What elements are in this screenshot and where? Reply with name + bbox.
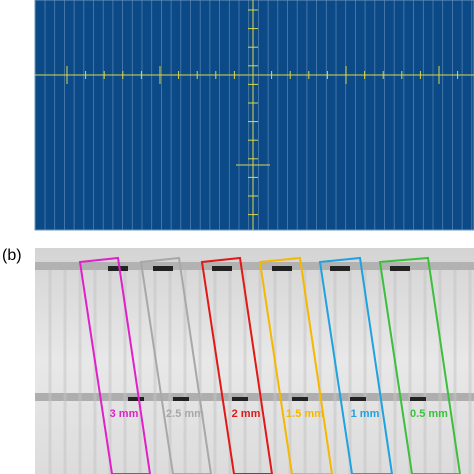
strip-outline — [139, 256, 213, 474]
mark — [330, 266, 350, 271]
mark — [153, 266, 173, 271]
dark-band — [35, 393, 474, 401]
dark-band — [35, 262, 474, 270]
strip-outline — [78, 256, 152, 474]
strip-outline — [378, 256, 462, 474]
mark — [390, 266, 410, 271]
strip-outline — [200, 256, 274, 474]
mark — [410, 397, 426, 401]
panel-label: (b) — [2, 247, 22, 264]
strip-outline — [318, 256, 394, 474]
strip-label: 2.5 mm — [166, 408, 204, 420]
panel-a-background — [34, 0, 474, 231]
panel-b: 3 mm 2.5 mm 2 mm 1.5 mm 1 mm 0.5 mm — [35, 248, 474, 474]
mark — [232, 397, 248, 401]
strip-label: 3 mm — [110, 408, 139, 420]
mark — [292, 397, 308, 401]
strip-label: 2 mm — [232, 408, 261, 420]
mark — [128, 397, 144, 401]
mark — [173, 397, 189, 401]
strip-label: 1 mm — [351, 408, 380, 420]
mark — [350, 397, 366, 401]
mark — [108, 266, 128, 271]
mark — [212, 266, 232, 271]
mark — [272, 266, 292, 271]
panel-a — [34, 0, 474, 231]
strip-label: 0.5 mm — [410, 408, 448, 420]
strip-outline — [258, 256, 334, 474]
strip-label: 1.5 mm — [286, 408, 324, 420]
